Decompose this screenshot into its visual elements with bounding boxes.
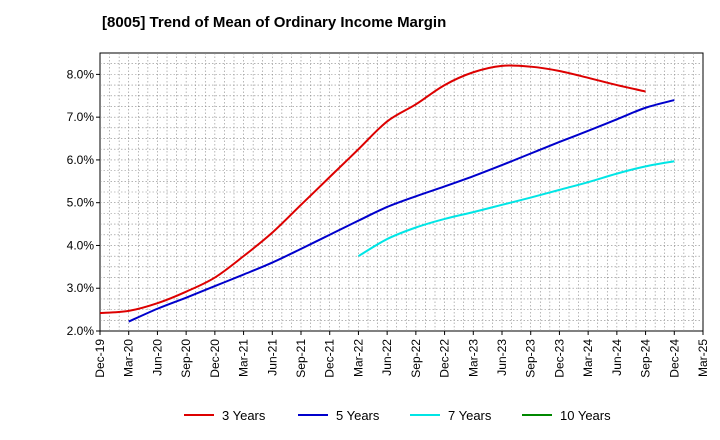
x-tick-label: Jun-22 [380, 339, 394, 376]
y-tick-label: 6.0% [67, 153, 95, 167]
x-tick-label: Jun-20 [150, 339, 164, 376]
y-tick-label: 2.0% [67, 324, 95, 338]
legend-swatch [522, 414, 552, 416]
x-tick-label: Mar-23 [466, 339, 480, 377]
series-line-5-years [128, 99, 675, 323]
legend-item-5-years: 5 Years [298, 405, 379, 425]
legend-label: 3 Years [222, 407, 266, 423]
x-tick-label: Mar-21 [237, 339, 251, 377]
y-axis: 2.0% 3.0% 4.0% 5.0% 6.0% 7.0% 8.0% [67, 67, 100, 338]
legend-label: 10 Years [560, 407, 611, 423]
x-tick-label: Dec-19 [93, 339, 107, 378]
x-tick-label: Sep-22 [409, 339, 423, 378]
legend-swatch [298, 414, 328, 416]
x-axis: Dec-19 Mar-20 Jun-20 Sep-20 Dec-20 Mar-21 Jun-… [93, 331, 710, 378]
x-tick-label: Sep-21 [294, 339, 308, 378]
y-tick-label: 4.0% [67, 238, 95, 252]
x-tick-label: Mar-24 [581, 339, 595, 377]
legend-item-7-years: 7 Years [410, 405, 491, 425]
x-tick-label: Jun-24 [610, 339, 624, 376]
x-tick-label: Dec-23 [552, 339, 566, 378]
x-tick-label: Sep-20 [179, 339, 193, 378]
y-tick-label: 5.0% [67, 196, 95, 210]
legend: 3 Years 5 Years 7 Years 10 Years [0, 405, 720, 427]
x-tick-label: Sep-23 [524, 339, 538, 378]
x-tick-label: Dec-24 [667, 339, 681, 378]
x-tick-label: Sep-24 [639, 339, 653, 378]
series-lines [99, 64, 675, 323]
legend-label: 5 Years [336, 407, 380, 423]
grid-lines [100, 53, 703, 331]
x-tick-label: Dec-20 [208, 339, 222, 378]
x-tick-label: Dec-21 [323, 339, 337, 378]
legend-swatch [410, 414, 440, 416]
legend-item-10-years: 10 Years [522, 405, 611, 425]
chart-title: [8005] Trend of Mean of Ordinary Income … [102, 14, 447, 31]
x-tick-label: Jun-23 [495, 339, 509, 376]
series-line-7-years [357, 160, 675, 258]
legend-swatch [184, 414, 214, 416]
x-tick-label: Dec-22 [438, 339, 452, 378]
legend-label: 7 Years [448, 407, 492, 423]
legend-item-3-years: 3 Years [184, 405, 265, 425]
y-tick-label: 3.0% [67, 281, 95, 295]
x-tick-label: Mar-20 [122, 339, 136, 377]
x-tick-label: Mar-22 [351, 339, 365, 377]
y-tick-label: 7.0% [67, 110, 95, 124]
x-tick-label: Jun-21 [265, 339, 279, 376]
x-tick-label: Mar-25 [696, 339, 710, 377]
y-tick-label: 8.0% [67, 67, 95, 81]
series-line-3-years [99, 64, 646, 315]
